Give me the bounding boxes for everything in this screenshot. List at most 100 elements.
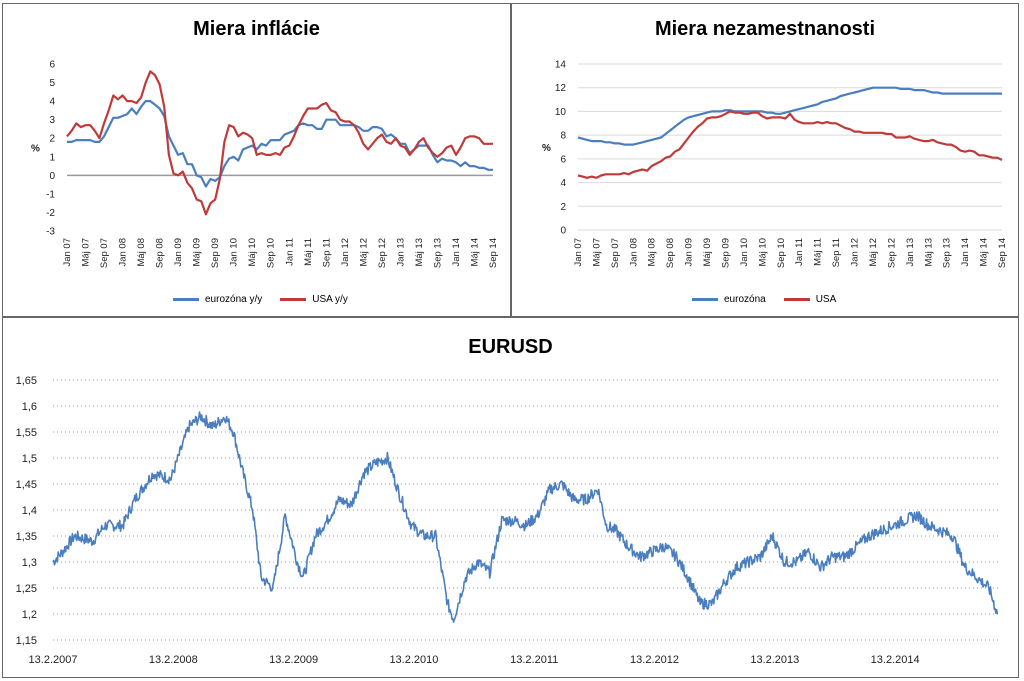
eurusd-chart: 1,65 1,6 1,55 1,5 1,45 1,4 1,35 1,3 1,25 1,2 1,15 1… <box>16 375 1001 666</box>
x-tick-label: Jan 13 <box>395 238 406 267</box>
x-tick-label: Jan 12 <box>340 238 351 267</box>
x-tick-label: Jan 11 <box>284 238 295 266</box>
chart-title: EURUSD <box>468 336 553 358</box>
x-tick-label: Jan 12 <box>850 238 861 267</box>
x-tick-label: Sep 09 <box>210 238 221 268</box>
x-tick-label: Máj 09 <box>192 238 203 267</box>
x-tick-label: Máj 07 <box>591 238 602 267</box>
x-tick-label: Máj 13 <box>414 238 425 267</box>
legend-swatch-eurozone <box>173 298 199 301</box>
x-tick-label: Máj 14 <box>469 238 480 267</box>
y-tick-label: 1,5 <box>22 453 37 465</box>
eurusd-chart-panel: EURUSD 1,65 1,6 1,55 1,5 1,45 1,4 1,35 1,3 1,25 1… <box>2 317 1019 678</box>
x-tick-label: 13.2.2011 <box>510 654 558 666</box>
x-tick-label: 13.2.2007 <box>29 654 78 666</box>
x-tick-label: Jan 10 <box>739 238 750 267</box>
legend-item: USA y/y <box>280 294 348 305</box>
y-tick-label: 1,35 <box>16 531 37 543</box>
y-tick-label: 4 <box>560 178 566 189</box>
x-tick-label: Jan 14 <box>451 238 462 267</box>
series-line <box>52 411 999 623</box>
y-tick-label: -2 <box>46 208 55 219</box>
legend-swatch-usa <box>783 298 810 301</box>
unemployment-chart-panel: Miera nezamestnanosti 14 12 10 8 6 4 2 0% Jan 07… <box>511 3 1019 317</box>
y-tick-label: 0 <box>560 226 566 237</box>
y-axis-label: % <box>542 143 551 154</box>
y-tick-label: 4 <box>49 97 55 108</box>
y-tick-label: 1,65 <box>16 375 37 387</box>
x-tick-label: 13.2.2012 <box>630 654 679 666</box>
x-tick-label: Jan 10 <box>229 238 240 267</box>
legend-swatch-eurozone <box>692 298 718 301</box>
y-tick-label: 1,4 <box>22 505 37 517</box>
y-tick-label: 3 <box>49 115 55 126</box>
y-tick-label: 5 <box>49 78 55 89</box>
x-tick-label: Sep 07 <box>610 238 621 268</box>
x-tick-label: 13.2.2014 <box>871 654 920 666</box>
x-tick-label: Jan 07 <box>573 238 584 267</box>
x-tick-label: Sep 09 <box>720 238 731 268</box>
y-tick-label: 8 <box>560 131 566 142</box>
x-tick-label: Jan 13 <box>905 238 916 267</box>
y-tick-label: 2 <box>560 202 566 213</box>
x-tick-label: Sep 11 <box>831 238 842 267</box>
inflation-chart-panel: Miera inflácie 6 5 4 3 2 1 0 -1 -2 -3% Jan 07 Máj 0… <box>2 3 511 317</box>
x-tick-label: Máj 12 <box>868 238 879 267</box>
unemployment-chart: 14 12 10 8 6 4 2 0% Jan 07 Máj 07 Sep 07 Jan 08 Máj … <box>542 60 1008 269</box>
x-tick-label: Máj 07 <box>81 238 92 267</box>
y-tick-label: 10 <box>555 107 567 118</box>
series-line <box>577 110 1003 179</box>
chart-title: Miera nezamestnanosti <box>654 18 876 40</box>
x-tick-label: Sep 07 <box>99 238 110 268</box>
x-tick-label: Jan 07 <box>62 238 73 267</box>
x-tick-label: 13.2.2009 <box>269 654 318 666</box>
y-tick-label: 1,25 <box>16 583 37 595</box>
y-tick-label: 12 <box>555 83 567 94</box>
x-tick-label: Máj 10 <box>757 238 768 267</box>
legend-label: USA y/y <box>312 294 348 305</box>
x-tick-label: Sep 08 <box>155 238 166 268</box>
x-tick-label: Máj 11 <box>303 238 314 266</box>
x-tick-label: Jan 08 <box>118 238 129 267</box>
legend-item: eurozóna <box>692 294 766 305</box>
x-tick-label: Sep 12 <box>377 238 388 268</box>
legend-label: eurozóna <box>724 294 766 305</box>
chart-title: Miera inflácie <box>193 18 320 40</box>
x-tick-label: Máj 13 <box>923 238 934 267</box>
x-tick-label: Sep 10 <box>266 238 277 268</box>
y-tick-label: 6 <box>49 60 55 71</box>
y-axis-label: % <box>31 144 40 155</box>
series-line <box>66 70 493 216</box>
y-tick-label: 1,3 <box>22 557 37 569</box>
legend-swatch-usa <box>280 298 307 301</box>
x-tick-label: Jan 14 <box>960 238 971 267</box>
x-tick-label: Jan 08 <box>628 238 639 267</box>
legend-label: eurozóna y/y <box>205 294 263 305</box>
x-tick-label: Sep 11 <box>321 238 332 267</box>
legend: eurozóna USA <box>692 294 836 305</box>
y-tick-label: 1 <box>49 152 55 163</box>
y-tick-label: 0 <box>49 171 55 182</box>
x-tick-label: Máj 11 <box>813 238 824 266</box>
x-tick-label: Sep 10 <box>776 238 787 268</box>
series-line <box>67 99 493 188</box>
x-tick-label: Máj 10 <box>247 238 258 267</box>
x-tick-label: Sep 13 <box>942 238 953 268</box>
x-tick-label: 13.2.2010 <box>389 654 438 666</box>
x-tick-label: Sep 14 <box>997 238 1008 268</box>
legend-label: USA <box>815 294 837 305</box>
x-tick-label: Máj 09 <box>702 238 713 267</box>
x-tick-label: Máj 12 <box>358 238 369 267</box>
x-tick-label: Sep 08 <box>665 238 676 268</box>
y-tick-label: 1,15 <box>16 635 37 647</box>
legend-item: eurozóna y/y <box>173 294 262 305</box>
y-tick-label: -3 <box>46 227 55 238</box>
x-tick-label: Sep 14 <box>488 238 499 268</box>
x-tick-label: 13.2.2013 <box>750 654 799 666</box>
x-tick-label: Sep 13 <box>432 238 443 268</box>
x-tick-label: Máj 08 <box>136 238 147 267</box>
y-tick-label: 1,2 <box>22 609 37 621</box>
x-tick-label: Jan 11 <box>794 238 805 266</box>
x-tick-label: Máj 08 <box>647 238 658 267</box>
x-tick-label: Jan 09 <box>173 238 184 267</box>
